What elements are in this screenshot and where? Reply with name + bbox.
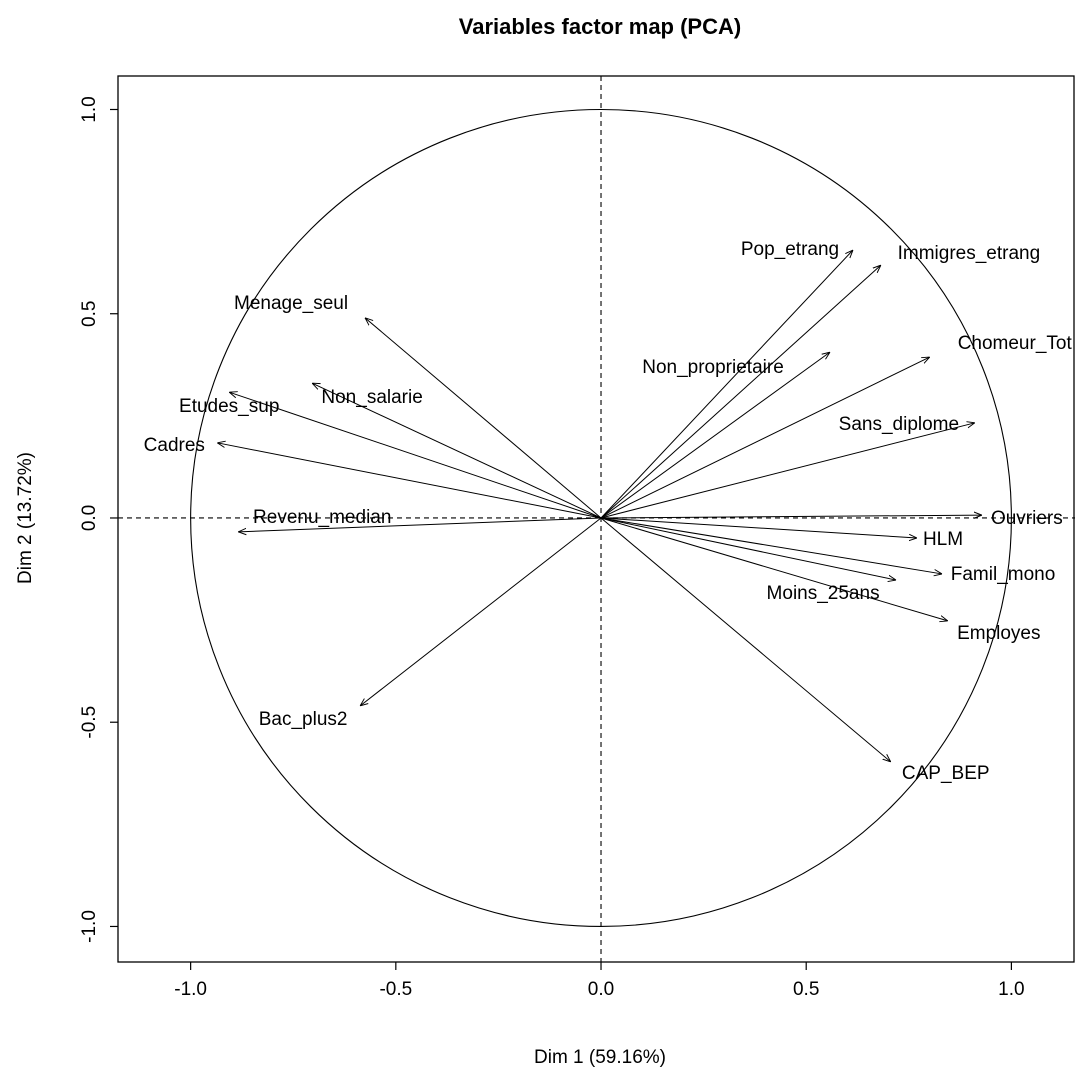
variable-label: Employes [957,623,1040,644]
variable-arrow [365,318,602,519]
variable-label: Moins_25ans [767,583,880,604]
chart-title: Variables factor map (PCA) [459,14,741,39]
variable-label: Bac_plus2 [259,709,348,730]
variable-arrow [600,517,917,538]
variable-arrow [217,443,602,519]
variable-arrow [238,517,602,532]
y-tick-label: -0.5 [79,706,100,739]
variable-arrow [229,392,602,519]
variable-label: Ouvriers [991,508,1063,529]
variable-label: Non_salarie [321,387,422,408]
variable-label: CAP_BEP [902,763,990,784]
variable-arrow [601,515,982,518]
variable-arrow [600,357,930,519]
y-tick-label: 0.5 [79,301,100,327]
variable-label: Famil_mono [951,564,1056,585]
y-tick-label: -1.0 [79,910,100,943]
y-axis-label: Dim 2 (13.72%) [15,452,36,584]
variable-arrow [600,250,853,519]
plot-frame [117,75,1075,963]
variable-arrow [600,352,830,519]
variable-arrow [312,383,602,519]
variable-label: Chomeur_Tot [958,333,1073,354]
y-tick-label: 1.0 [79,96,100,122]
variable-label: Menage_seul [234,293,348,314]
variable-label: Etudes_sup [179,396,279,417]
y-tick-label: 0.0 [79,505,100,531]
variable-arrow [600,517,896,580]
x-tick-label: 1.0 [998,979,1024,1000]
x-axis-label: Dim 1 (59.16%) [534,1047,666,1068]
variable-label: Non_proprietaire [642,357,784,378]
variable-arrow [600,423,975,519]
x-tick-label: 0.0 [588,979,614,1000]
x-tick-label: -0.5 [379,979,412,1000]
variable-label: Revenu_median [253,507,391,528]
variable-arrow [600,517,942,574]
variable-arrow [600,265,881,519]
variable-arrow [360,517,602,706]
variable-arrow [600,517,948,621]
variable-label: Pop_etrang [741,239,839,260]
variable-label: HLM [923,529,963,550]
variable-arrow [600,517,891,762]
variable-label: Cadres [144,435,205,456]
x-tick-label: -1.0 [174,979,207,1000]
variable-label: Immigres_etrang [898,243,1041,264]
variable-label: Sans_diplome [839,414,959,435]
x-tick-label: 0.5 [793,979,819,1000]
